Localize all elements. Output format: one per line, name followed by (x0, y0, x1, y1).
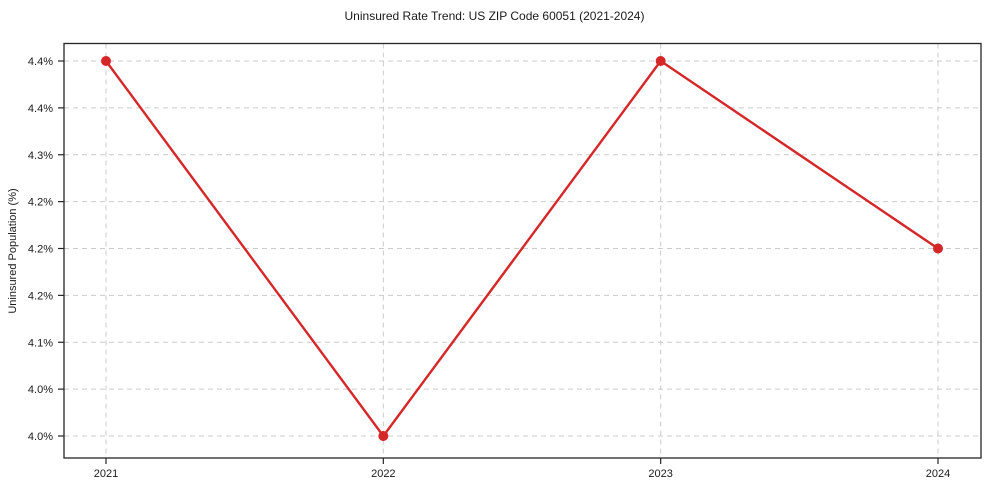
y-tick-label: 4.2% (28, 290, 53, 302)
chart-title: Uninsured Rate Trend: US ZIP Code 60051 … (344, 9, 645, 23)
y-tick-label: 4.1% (28, 337, 53, 349)
y-tick-label: 4.0% (28, 431, 53, 443)
data-point-marker (101, 56, 111, 66)
x-tick-label: 2024 (926, 468, 950, 480)
y-tick-label: 4.4% (28, 56, 53, 68)
y-tick-label: 4.2% (28, 244, 53, 256)
y-tick-label: 4.4% (28, 103, 53, 115)
data-point-marker (933, 243, 943, 254)
y-tick-label: 4.0% (28, 384, 53, 396)
x-tick-label: 2023 (648, 468, 672, 480)
data-point-marker (655, 56, 666, 66)
trend-line (104, 59, 940, 438)
data-point-marker (378, 431, 389, 441)
x-tick-label: 2022 (371, 468, 395, 480)
x-tick-label: 2021 (94, 468, 118, 480)
y-tick-label: 4.2% (28, 197, 53, 209)
plot-border (63, 42, 982, 459)
y-tick-label: 4.3% (28, 150, 53, 162)
